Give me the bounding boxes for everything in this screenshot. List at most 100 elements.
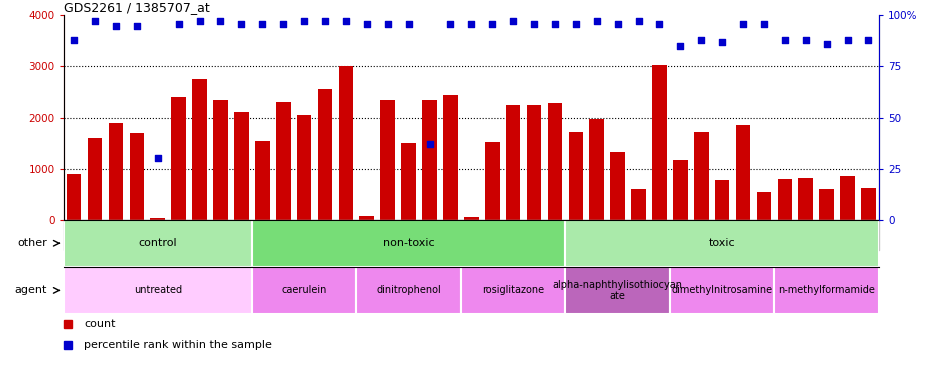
- Bar: [694, 132, 708, 220]
- Point: [484, 20, 499, 26]
- Bar: [171, 97, 185, 220]
- Point: [171, 20, 186, 26]
- Point: [275, 20, 290, 26]
- Point: [818, 41, 833, 47]
- Bar: [275, 102, 290, 220]
- Text: dinitrophenol: dinitrophenol: [376, 285, 441, 295]
- Bar: [797, 178, 812, 220]
- Bar: [714, 180, 728, 220]
- Point: [840, 37, 855, 43]
- Point: [129, 23, 144, 29]
- Point: [234, 20, 249, 26]
- Text: other: other: [17, 238, 47, 248]
- Point: [526, 20, 541, 26]
- Text: toxic: toxic: [708, 238, 735, 248]
- Bar: [484, 142, 499, 220]
- Bar: [651, 65, 666, 220]
- Point: [109, 23, 124, 29]
- Bar: [255, 141, 270, 220]
- Bar: [860, 188, 875, 220]
- Bar: [129, 133, 144, 220]
- Point: [401, 20, 416, 26]
- Point: [358, 20, 373, 26]
- Bar: [380, 99, 395, 220]
- Bar: [631, 189, 645, 220]
- Text: alpha-naphthylisothiocyan
ate: alpha-naphthylisothiocyan ate: [552, 280, 682, 301]
- Point: [463, 20, 478, 26]
- Text: dimethylnitrosamine: dimethylnitrosamine: [671, 285, 772, 295]
- Bar: [109, 122, 124, 220]
- Bar: [461, 267, 564, 314]
- Bar: [547, 103, 562, 220]
- Bar: [840, 176, 854, 220]
- Bar: [338, 66, 353, 220]
- Bar: [252, 267, 356, 314]
- Point: [651, 20, 666, 26]
- Point: [66, 37, 81, 43]
- Bar: [564, 220, 878, 267]
- Bar: [356, 267, 461, 314]
- Bar: [151, 218, 165, 220]
- Point: [421, 141, 436, 147]
- Point: [443, 20, 458, 26]
- Point: [860, 37, 875, 43]
- Bar: [317, 89, 332, 220]
- Bar: [526, 105, 541, 220]
- Bar: [777, 179, 791, 220]
- Point: [297, 18, 312, 25]
- Bar: [443, 94, 457, 220]
- Point: [672, 43, 687, 49]
- Bar: [669, 267, 773, 314]
- Bar: [568, 132, 582, 220]
- Text: rosiglitazone: rosiglitazone: [481, 285, 544, 295]
- Point: [714, 39, 729, 45]
- Bar: [234, 113, 248, 220]
- Point: [338, 18, 353, 25]
- Bar: [297, 115, 311, 220]
- Bar: [64, 220, 252, 267]
- Bar: [773, 267, 878, 314]
- Bar: [64, 267, 252, 314]
- Point: [505, 18, 520, 25]
- Point: [568, 20, 583, 26]
- Point: [192, 18, 207, 25]
- Text: control: control: [139, 238, 177, 248]
- Bar: [252, 220, 564, 267]
- Text: count: count: [84, 319, 115, 329]
- Point: [630, 18, 645, 25]
- Bar: [818, 189, 833, 220]
- Bar: [212, 99, 227, 220]
- Text: n-methylformamide: n-methylformamide: [778, 285, 874, 295]
- Point: [755, 20, 770, 26]
- Point: [150, 155, 165, 161]
- Bar: [505, 105, 519, 220]
- Point: [609, 20, 624, 26]
- Bar: [609, 152, 624, 220]
- Text: non-toxic: non-toxic: [383, 238, 434, 248]
- Point: [735, 20, 750, 26]
- Point: [797, 37, 812, 43]
- Point: [693, 37, 708, 43]
- Point: [547, 20, 562, 26]
- Point: [87, 18, 102, 25]
- Bar: [755, 192, 770, 220]
- Text: untreated: untreated: [134, 285, 182, 295]
- Bar: [735, 125, 750, 220]
- Text: percentile rank within the sample: percentile rank within the sample: [84, 341, 271, 351]
- Bar: [463, 217, 478, 220]
- Point: [777, 37, 792, 43]
- Bar: [359, 216, 373, 220]
- Text: agent: agent: [15, 285, 47, 295]
- Point: [589, 18, 604, 25]
- Text: caerulein: caerulein: [281, 285, 327, 295]
- Bar: [672, 161, 687, 220]
- Bar: [589, 119, 604, 220]
- Bar: [564, 267, 669, 314]
- Bar: [422, 99, 436, 220]
- Bar: [401, 142, 416, 220]
- Point: [212, 18, 227, 25]
- Bar: [192, 79, 207, 220]
- Point: [255, 20, 270, 26]
- Point: [380, 20, 395, 26]
- Point: [317, 18, 332, 25]
